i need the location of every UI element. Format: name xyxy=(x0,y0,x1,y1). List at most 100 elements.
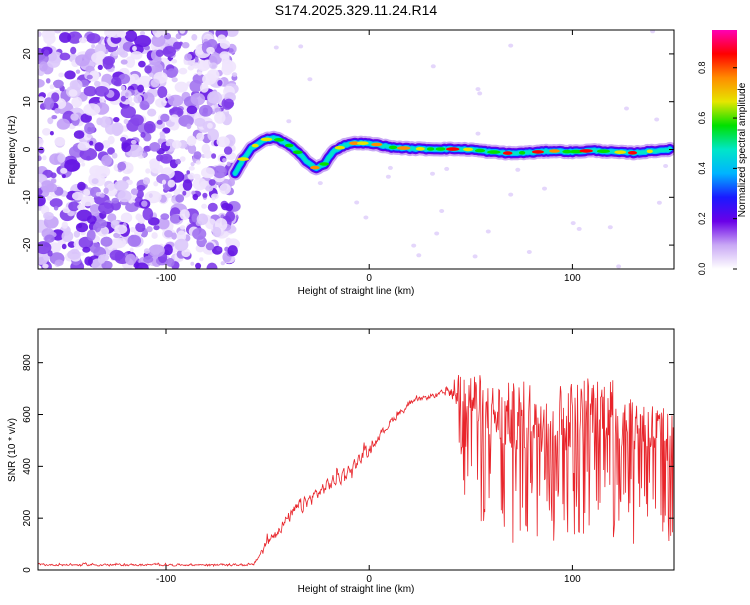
spectrogram-noise-cell xyxy=(53,79,64,89)
spectrogram-noise-cell xyxy=(113,232,120,238)
spectrogram-noise-cell xyxy=(205,185,214,192)
spectrogram-noise-cell xyxy=(61,221,68,229)
spectrogram-noise-cell xyxy=(39,61,48,72)
spectrogram-noise-cell xyxy=(143,248,150,255)
snr-xtick-label: 0 xyxy=(366,574,372,585)
spectrogram-noise-cell xyxy=(42,128,51,136)
spectrogram-noise-cell xyxy=(196,213,209,226)
spectrogram-noise-cell xyxy=(205,242,215,251)
spectrogram-noise-cell xyxy=(179,156,186,162)
spectrogram-peak xyxy=(446,147,460,151)
spectrogram-noise-cell xyxy=(181,42,190,49)
spectrogram-noise-cell xyxy=(78,37,88,44)
snr-frame xyxy=(37,328,675,571)
spectrogram-noise-cell xyxy=(98,202,114,215)
spectrogram-speckle xyxy=(298,44,304,49)
spectrogram-noise-cell xyxy=(47,250,53,257)
spectrogram-noise-cell xyxy=(173,41,182,50)
spectrogram-noise-cell xyxy=(80,113,92,123)
spectrogram-peak xyxy=(319,162,330,166)
spectrogram-noise-cell xyxy=(209,62,218,70)
spectrogram-noise-cell xyxy=(129,102,135,107)
spectrogram-noise-cell xyxy=(54,136,66,147)
spectrogram-noise-cell xyxy=(170,114,179,123)
spectrogram-speckle xyxy=(624,106,629,111)
spectrogram-noise-cell xyxy=(43,211,54,220)
snr-panel: -100 0 100 0 200 400 600 800 Height of straight… xyxy=(7,328,675,595)
spectrogram-noise-cell xyxy=(38,252,49,265)
spectrogram-noise-cell xyxy=(86,215,97,224)
spectrogram-noise-cell xyxy=(109,249,124,261)
spectrogram-noise-cell xyxy=(64,159,80,172)
spectrogram-noise-cell xyxy=(207,122,213,129)
spectrogram-noise-cell xyxy=(38,241,52,255)
spectrogram-noise-cell xyxy=(162,127,171,134)
spectrogram-noise-cell xyxy=(101,140,111,149)
spectrogram-speckle xyxy=(515,167,521,172)
spectrogram-noise-cell xyxy=(75,54,90,67)
spectrogram-noise-cell xyxy=(130,51,143,60)
spectrogram-noise-cell xyxy=(136,184,146,192)
spectrogram-noise-cell xyxy=(86,74,93,80)
spectrogram-noise-cell xyxy=(120,137,127,142)
spectrogram-noise-cell xyxy=(186,170,190,175)
spectrogram-noise-cell xyxy=(61,230,74,242)
colorbar-label: Normalized spectral amplitude xyxy=(737,82,748,217)
spectrogram-speckle xyxy=(477,91,483,96)
spectrogram-noise-cell xyxy=(139,100,150,111)
spectrogram-noise-cell xyxy=(209,52,222,66)
spectrogram-noise-cell xyxy=(169,214,181,224)
spectrogram-speckle xyxy=(273,45,279,50)
spectrogram-noise-cell xyxy=(125,253,137,266)
snr-ytick-label: 800 xyxy=(22,354,33,371)
spectrogram-noise-cell xyxy=(46,195,53,201)
spectrogram-peak xyxy=(532,150,544,154)
spectrogram-noise-cell xyxy=(130,139,137,145)
spectrogram-noise-cell xyxy=(94,80,101,87)
spectrogram-speckle xyxy=(387,165,393,170)
spectrogram-noise-cell xyxy=(171,59,178,64)
spectrogram-noise-cell xyxy=(111,122,124,136)
spectrogram-noise-cell xyxy=(120,85,126,91)
spectrogram-peak xyxy=(474,148,486,153)
spectrogram-noise-cell xyxy=(179,30,186,34)
spectrogram-noise-cell xyxy=(77,181,86,191)
spectrogram-noise-cell xyxy=(190,261,195,266)
spectrogram-noise-cell xyxy=(165,141,172,147)
spectrogram-noise-cell xyxy=(120,95,126,102)
spectrogram-noise-cell xyxy=(187,144,197,155)
spectrogram-noise-cell xyxy=(73,130,85,139)
spectrogram-noise-cell xyxy=(198,104,213,117)
spectrogram-noise-cell xyxy=(57,153,66,163)
spectrogram-peak xyxy=(415,147,425,151)
spectrogram-xtick-label: 0 xyxy=(366,273,372,284)
spectrogram-noise-cell xyxy=(117,161,127,171)
spectrogram-noise-cell xyxy=(196,132,205,141)
spectrogram-noise-cell xyxy=(207,128,219,142)
spectrogram-speckle xyxy=(542,186,547,191)
spectrogram-xtick-label: 100 xyxy=(564,273,581,284)
spectrogram-noise-cell xyxy=(83,188,91,197)
spectrogram-noise-cell xyxy=(45,78,51,84)
spectrogram-noise-cell xyxy=(228,48,234,53)
spectrogram-noise-cell xyxy=(120,105,136,119)
spectrogram-noise-cell xyxy=(107,135,115,145)
spectrogram-noise-cell xyxy=(97,64,103,70)
spectrogram-noise-cell xyxy=(104,30,117,38)
spectrogram-noise-cell xyxy=(38,78,45,88)
spectrogram-noise-cell xyxy=(153,225,160,231)
spectrogram-noise-cell xyxy=(153,181,159,187)
spectrogram-noise-cell xyxy=(217,34,227,44)
spectrogram-noise-cell xyxy=(149,142,161,152)
spectrogram-peak xyxy=(356,141,369,145)
spectrogram-speckle xyxy=(650,30,656,34)
chart-title: S174.2025.329.11.24.R14 xyxy=(275,2,438,18)
spectrogram-noise-cell xyxy=(148,72,154,78)
spectrogram-noise-cell xyxy=(174,81,188,93)
spectrogram-noise-cell xyxy=(139,31,146,36)
spectrogram-noise-cell xyxy=(38,31,42,37)
spectrogram-noise-cell xyxy=(156,119,163,125)
spectrogram-noise-cell xyxy=(166,68,178,79)
colorbar-ticks: 0.0 0.2 0.4 0.6 0.8 xyxy=(697,61,737,275)
